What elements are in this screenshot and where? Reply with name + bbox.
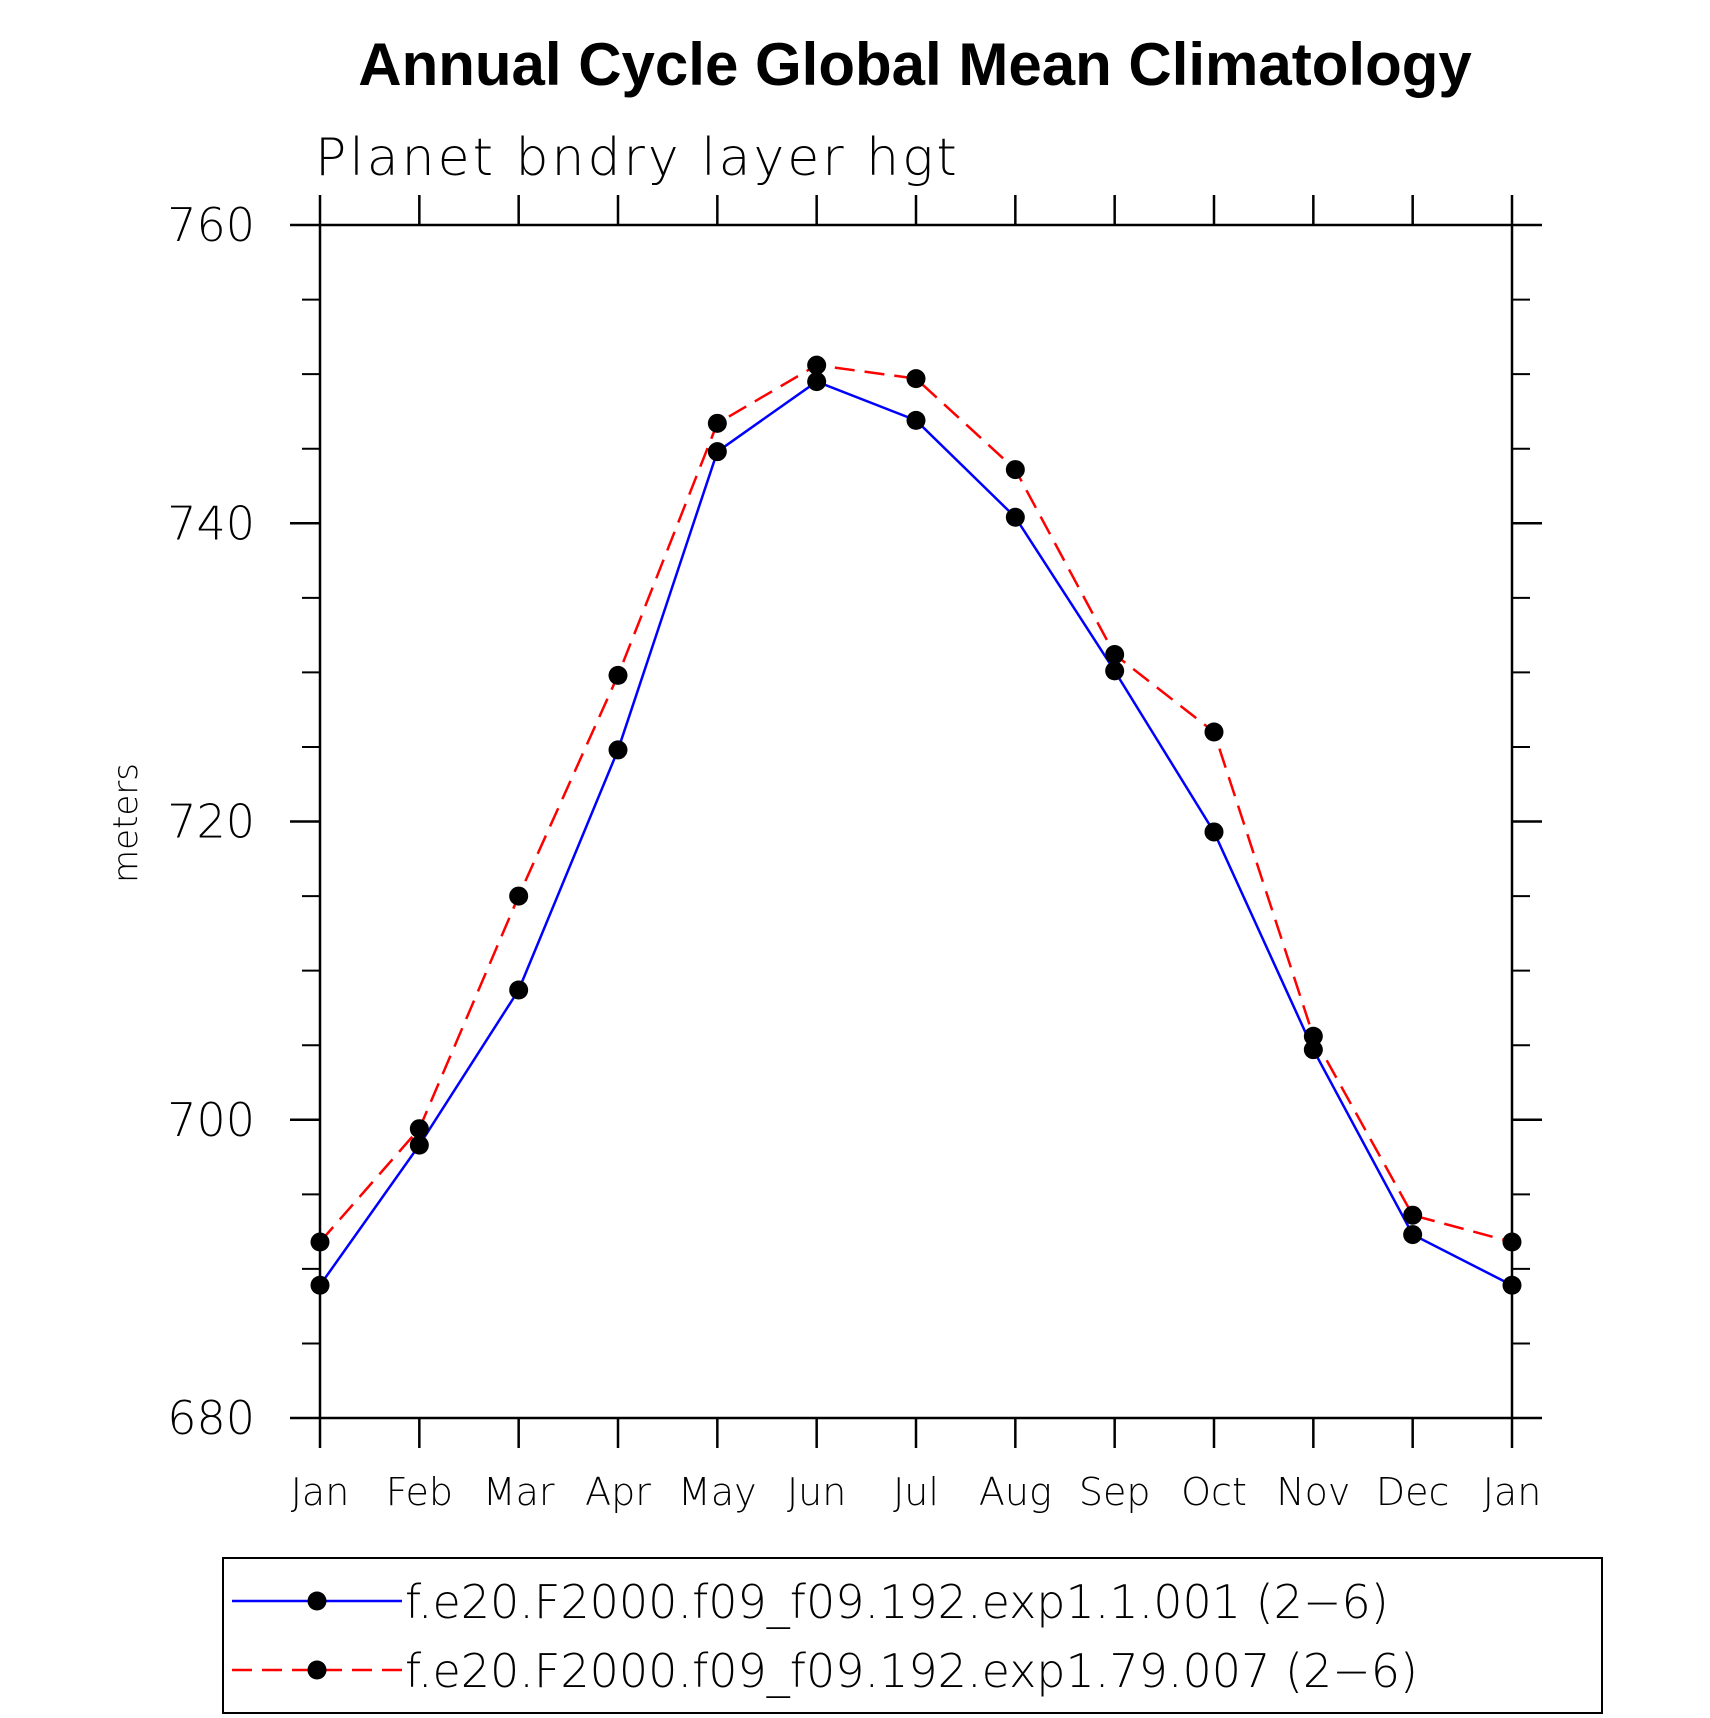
series-1-point [608,740,628,760]
x-tick-label: Jul [893,1470,939,1514]
series-layer [310,355,1522,1295]
y-tick-label: 760 [167,198,255,252]
series-1-point [509,980,529,1000]
series-2-point [1303,1026,1323,1046]
series-line-2 [319,363,1513,1244]
series-2-point [1204,722,1224,742]
series-2-point [906,369,926,389]
series-1-point [1105,661,1125,681]
legend: f.e20.F2000.f09_f09.192.exp1.1.001 (2−6)… [222,1557,1603,1714]
series-2-point [1005,460,1025,480]
series-2-point [608,665,628,685]
series-2-point [509,886,529,906]
series-1-point [409,1135,429,1155]
series-1-point [1005,507,1025,527]
x-tick-label: Dec [1376,1470,1450,1514]
legend-label-series-2: f.e20.F2000.f09_f09.192.exp1.79.007 (2−6… [405,1644,1418,1698]
series-1-point [1502,1275,1522,1295]
legend-marker-series-1 [307,1591,327,1611]
series-2-point [310,1232,330,1252]
legend-marker-series-2 [307,1660,327,1680]
series-2-point [1105,644,1125,664]
minor-ticks [302,298,1530,1345]
y-tick-label: 680 [167,1391,255,1445]
x-tick-label: Aug [979,1470,1052,1514]
x-tick-label: Oct [1181,1470,1247,1514]
x-tick-label: Jun [787,1470,846,1514]
series-1-point [1204,822,1224,842]
series-2-point [1403,1205,1423,1225]
x-tick-label: Jan [291,1470,350,1514]
y-tick-label: 700 [167,1093,255,1147]
y-axis-ticks: 680 700 720 740 760 [167,198,1542,1445]
plot-frame [318,223,1514,1420]
x-axis-ticks: Jan Feb Mar Apr May Jun Jul Aug Sep Oct Nov Dec Jan [291,195,1542,1514]
series-2-point [1502,1232,1522,1252]
series-2-point [707,413,727,433]
x-tick-label: Mar [483,1470,555,1514]
y-axis-label: meters [106,763,146,883]
chart-title: Annual Cycle Global Mean Climatology [358,31,1472,98]
series-1-point [1403,1225,1423,1245]
legend-label-series-1: f.e20.F2000.f09_f09.192.exp1.1.001 (2−6) [405,1575,1389,1629]
series-1-point [1303,1040,1323,1060]
x-tick-label: Nov [1276,1470,1350,1514]
series-1-point [310,1275,330,1295]
x-tick-label: Sep [1079,1470,1151,1514]
series-2-point [409,1119,429,1139]
x-tick-label: Apr [585,1470,651,1514]
series-1-point [707,442,727,462]
series-2-point [807,355,827,375]
series-1-point [906,410,926,430]
series-line-1 [318,380,1513,1287]
y-tick-label: 720 [167,795,255,849]
chart-subtitle: Planet bndry layer hgt [315,128,960,188]
plot-border [318,223,1514,1420]
x-tick-label: Jan [1483,1470,1542,1514]
x-tick-label: Feb [386,1470,453,1514]
x-tick-label: May [678,1470,757,1514]
legend-box [222,1557,1603,1714]
y-tick-label: 740 [167,496,255,550]
series-1-point [807,372,827,392]
